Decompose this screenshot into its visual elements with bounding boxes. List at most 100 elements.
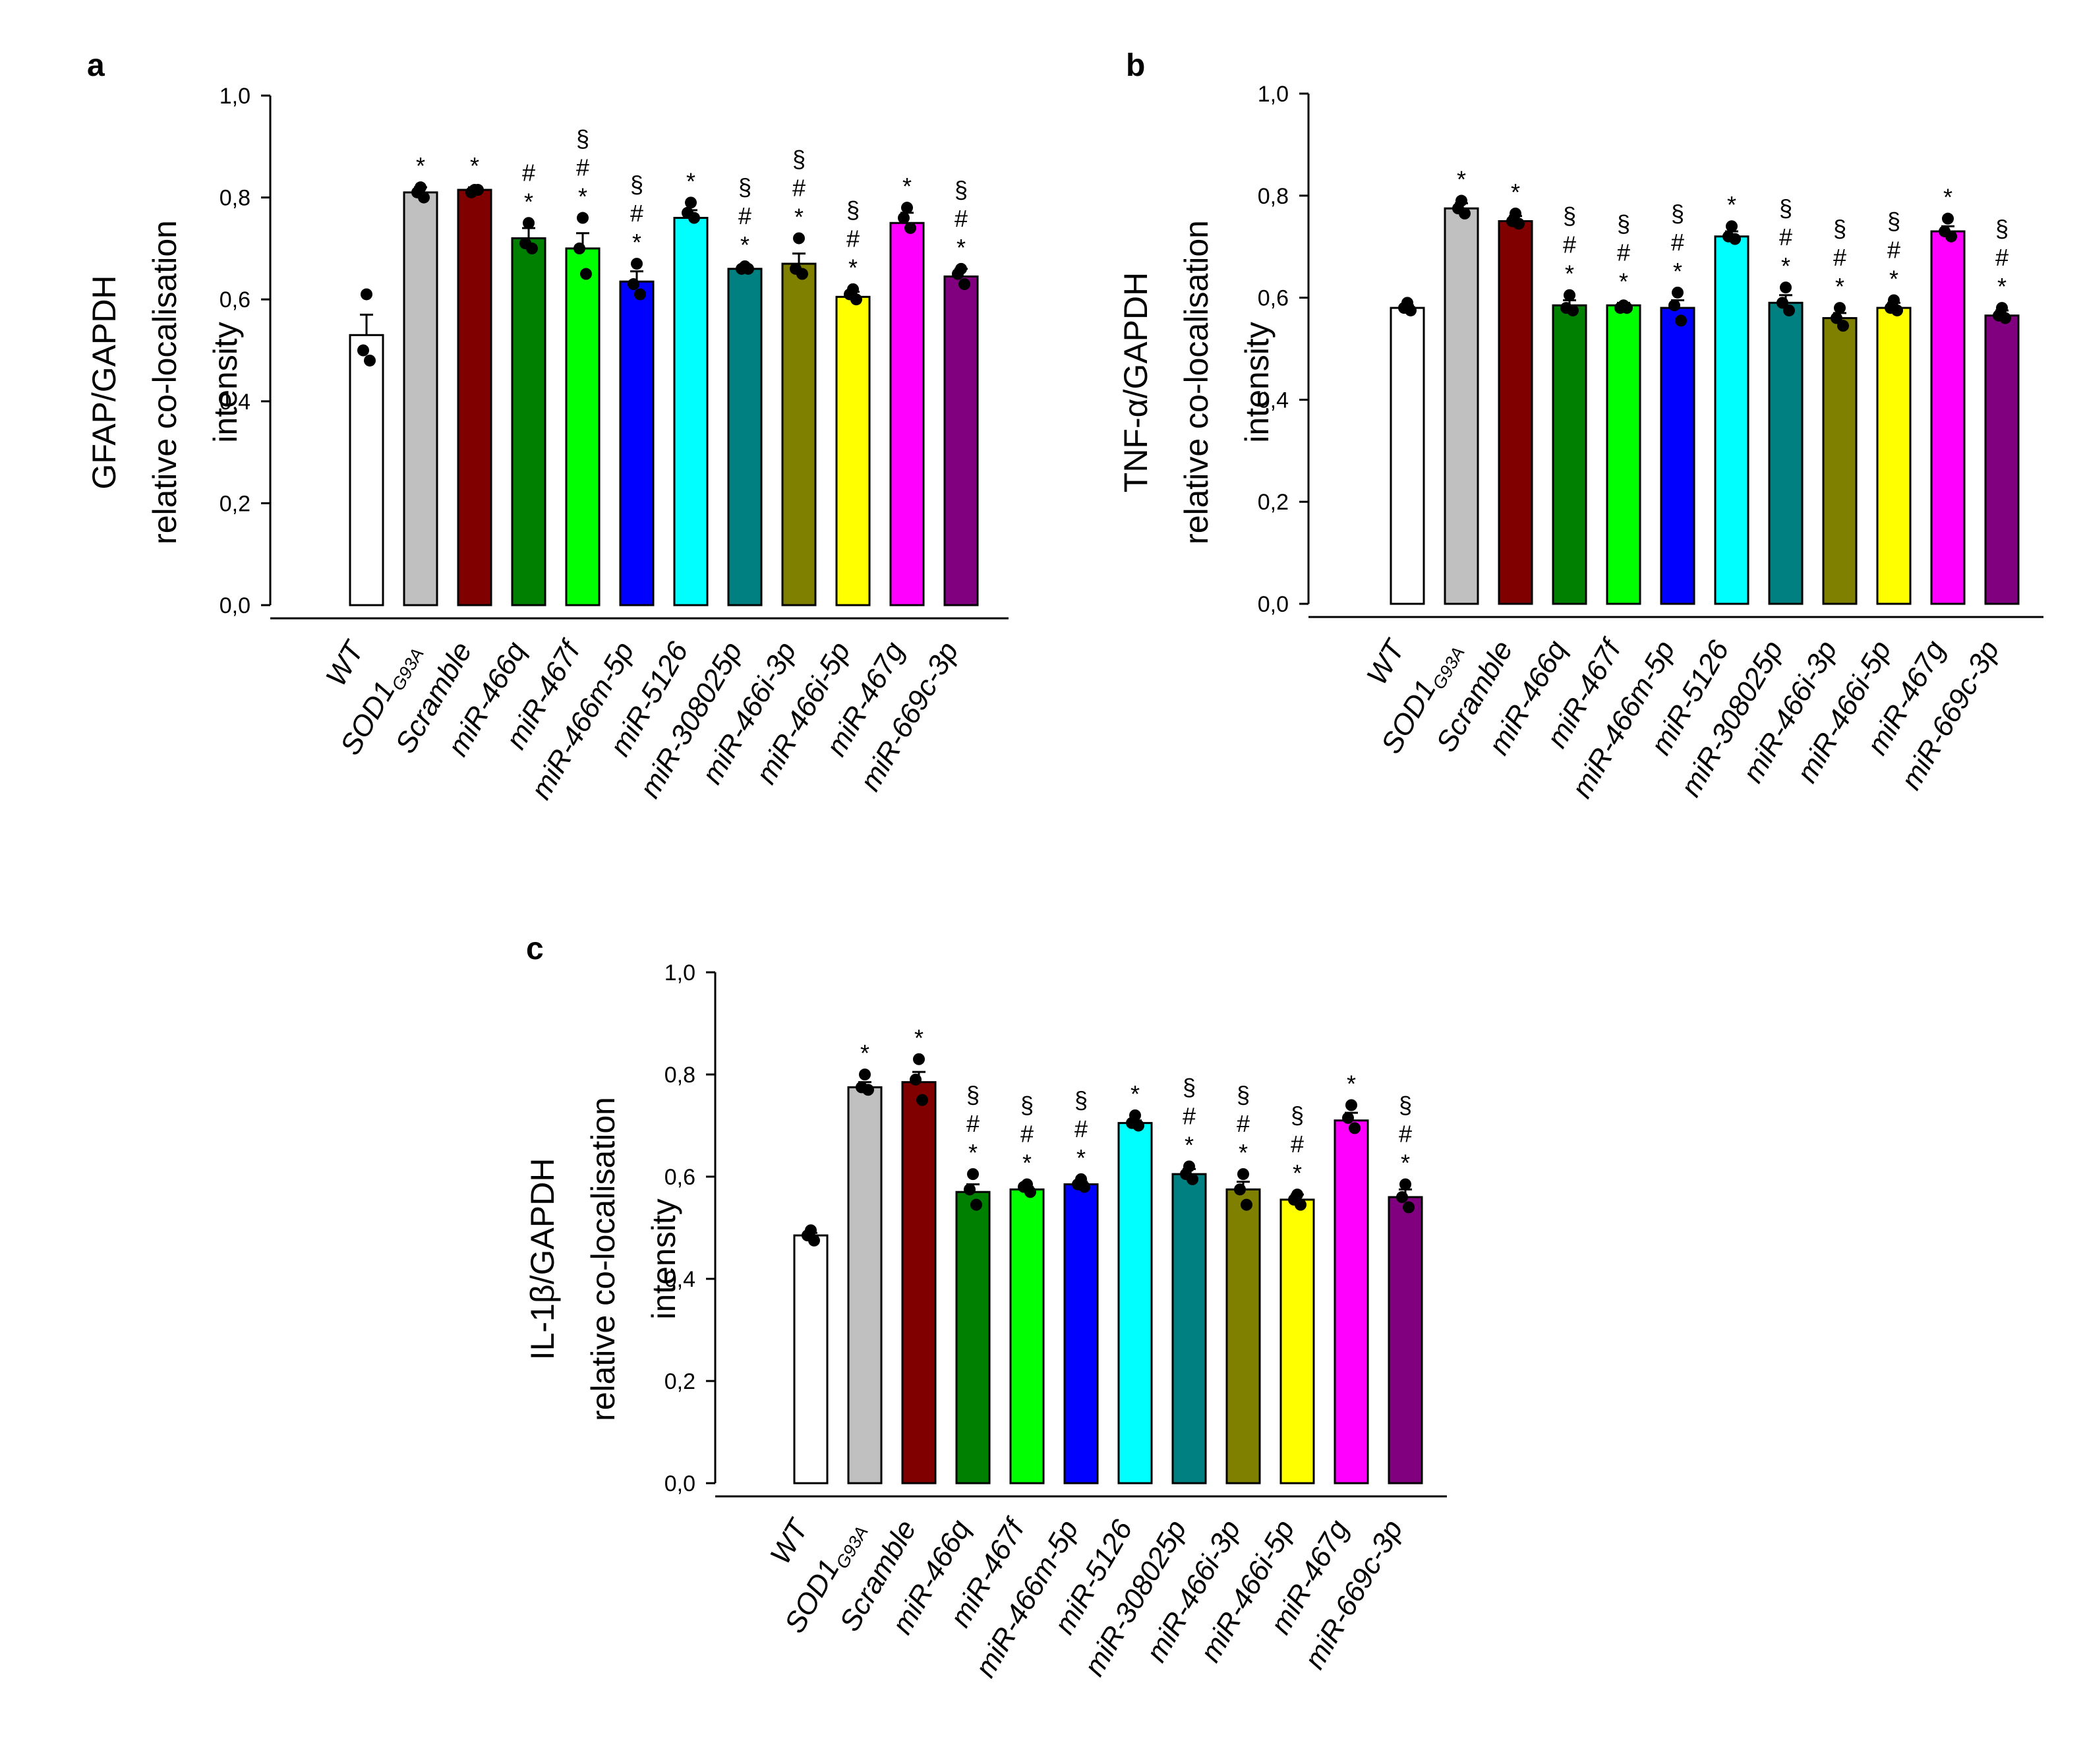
bar-mir-467f <box>565 247 601 606</box>
data-point <box>1396 1191 1408 1203</box>
data-point <box>916 1094 928 1106</box>
bar-sod1 <box>1444 207 1479 605</box>
bar-mir-466q <box>955 1191 991 1485</box>
significance-mark: # <box>738 202 751 229</box>
data-point <box>1780 281 1792 294</box>
y-tick-label: 0,4 <box>220 390 250 415</box>
significance-mark: * <box>632 229 641 256</box>
y-tick-label: 0,8 <box>1258 184 1289 209</box>
y-axis-label: GFAP/GAPDH relative co-localisation intens… <box>86 220 244 544</box>
y-axis-label-line: relative co-localisation <box>1178 220 1215 544</box>
data-point <box>913 1053 925 1065</box>
y-axis-label-line: TNF-α/GAPDH <box>1117 272 1154 492</box>
significance-mark: # <box>1183 1103 1196 1130</box>
bar-sod1 <box>847 1086 883 1485</box>
data-point <box>1726 220 1738 233</box>
bar-sod1 <box>403 191 438 606</box>
bar-mir-308025p <box>1171 1173 1207 1485</box>
significance-mark: # <box>1995 244 2009 271</box>
data-point <box>577 212 589 224</box>
significance-mark: § <box>846 196 860 223</box>
significance-mark: * <box>1185 1132 1194 1159</box>
bar-mir-467g <box>889 221 925 606</box>
data-point <box>958 278 970 291</box>
panel-a: a GFAP/GAPDH relative co-localisation inten… <box>86 48 1009 805</box>
y-tick-label: 1,0 <box>1258 82 1289 107</box>
bar-mir-5126 <box>1714 235 1749 605</box>
significance-mark: # <box>1617 239 1630 266</box>
data-point <box>1945 230 1957 243</box>
significance-mark: * <box>1401 1150 1410 1177</box>
significance-mark: * <box>1457 166 1466 193</box>
significance-mark: * <box>794 203 804 230</box>
y-axis-label-line: intensity <box>1239 322 1276 442</box>
data-point <box>1295 1198 1307 1211</box>
data-point <box>910 1073 922 1086</box>
significance-mark: § <box>792 145 806 172</box>
data-point <box>1403 1201 1415 1214</box>
significance-mark: § <box>966 1081 980 1108</box>
data-point <box>361 288 372 301</box>
bar-mir-669c-3p <box>1388 1196 1423 1485</box>
y-tick-label: 0,4 <box>664 1267 695 1292</box>
y-axis-label-line: relative co-localisation <box>585 1097 622 1421</box>
data-point <box>634 288 646 301</box>
bar-scramble <box>457 189 492 606</box>
data-point <box>1567 304 1579 316</box>
significance-mark: § <box>1671 200 1684 227</box>
significance-mark: * <box>956 234 966 261</box>
data-point <box>1345 1099 1357 1111</box>
data-point <box>952 268 964 280</box>
significance-mark: * <box>1673 258 1682 285</box>
significance-mark: # <box>1399 1121 1412 1148</box>
data-point <box>1564 289 1575 301</box>
data-point <box>967 1168 979 1181</box>
y-axis-label-line: IL-1β/GAPDH <box>524 1158 561 1361</box>
significance-mark: * <box>1727 191 1736 218</box>
data-point <box>898 212 910 224</box>
significance-mark: § <box>1833 215 1846 242</box>
significance-mark: * <box>1943 184 1953 211</box>
panel-letter: a <box>87 48 105 83</box>
significance-mark: * <box>1565 260 1574 287</box>
bar-mir-467g <box>1930 230 1966 605</box>
data-point <box>904 221 916 234</box>
bar-mir-466i-3p <box>1822 317 1858 605</box>
significance-mark: * <box>470 152 479 179</box>
significance-mark: * <box>1781 252 1790 279</box>
data-point <box>1891 304 1903 316</box>
data-point <box>793 232 805 245</box>
significance-mark: * <box>1347 1071 1356 1098</box>
data-point <box>1024 1186 1036 1198</box>
data-point <box>1675 314 1687 327</box>
significance-mark: # <box>630 200 643 227</box>
data-point <box>850 293 862 306</box>
significance-mark: # <box>954 205 968 232</box>
panel-letter: b <box>1126 48 1145 83</box>
significance-mark: * <box>416 152 425 179</box>
significance-mark: § <box>630 171 643 198</box>
data-point <box>901 202 913 214</box>
y-tick-label: 0,2 <box>664 1369 695 1394</box>
category-label: WT <box>764 1513 815 1570</box>
bar-mir-669c-3p <box>943 275 979 606</box>
data-point <box>1513 218 1525 230</box>
significance-mark: * <box>1997 273 2007 300</box>
bar-mir-466m-5p <box>1063 1183 1099 1485</box>
bar-mir-669c-3p <box>1984 314 2020 605</box>
data-point <box>1187 1173 1198 1185</box>
significance-mark: * <box>524 188 533 215</box>
data-point <box>628 278 639 291</box>
panel-c: c IL-1β/GAPDH relative co-localisation inte… <box>524 931 1447 1683</box>
y-tick-label: 0,2 <box>1258 490 1289 515</box>
data-point <box>1837 320 1849 332</box>
data-point <box>1459 207 1471 220</box>
significance-mark: # <box>966 1110 980 1137</box>
data-point <box>808 1234 820 1247</box>
data-point <box>1834 302 1846 314</box>
panel-b: b TNF-α/GAPDH relative co-localisation inte… <box>1117 48 2043 804</box>
data-point <box>688 212 700 224</box>
y-axis-label-line: relative co-localisation <box>146 220 183 544</box>
y-tick-label: 0,6 <box>1258 286 1289 311</box>
significance-mark: § <box>1237 1081 1250 1108</box>
